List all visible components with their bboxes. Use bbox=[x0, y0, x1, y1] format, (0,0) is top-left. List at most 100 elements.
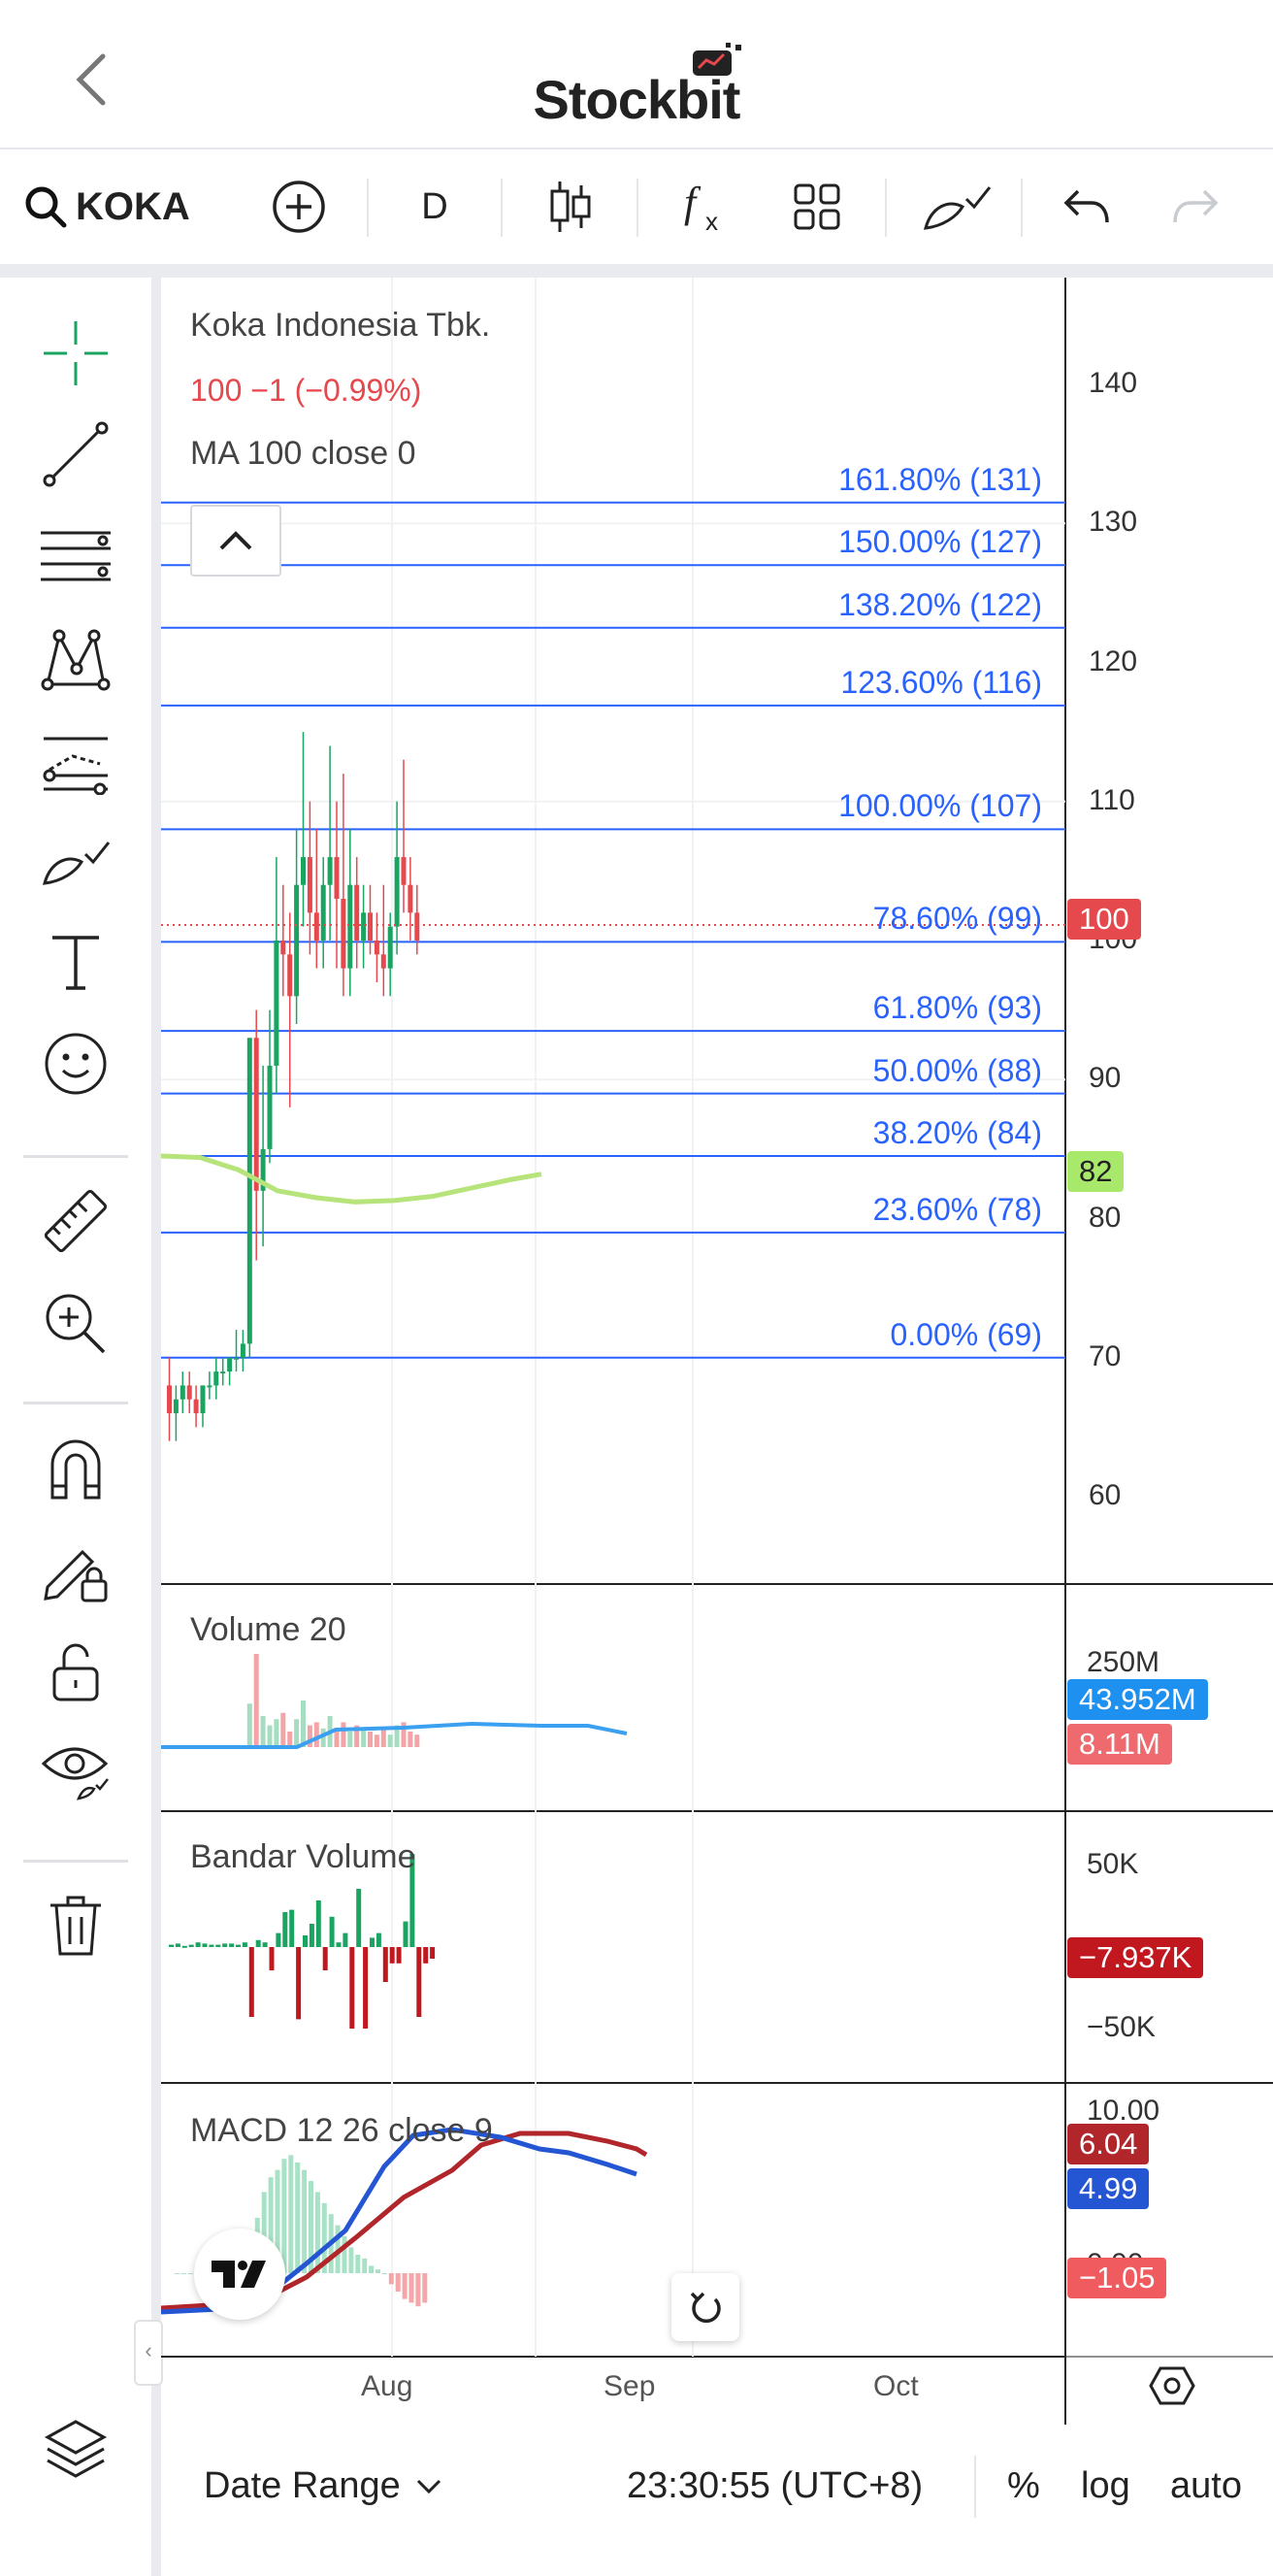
unlock-button[interactable] bbox=[35, 1631, 116, 1712]
percent-toggle[interactable]: % bbox=[1007, 2465, 1040, 2506]
brush-icon bbox=[42, 842, 111, 885]
bandar-bar bbox=[181, 1945, 187, 1948]
chart-canvas[interactable] bbox=[160, 278, 1273, 2425]
compare-symbol-button[interactable] bbox=[264, 149, 334, 264]
layout-button[interactable] bbox=[782, 149, 852, 264]
fib-level-label: 78.60% (99) bbox=[872, 901, 1042, 937]
bandar-bar bbox=[222, 1943, 228, 1947]
text-tool-button[interactable] bbox=[35, 922, 116, 1004]
pencil-lock-icon bbox=[44, 1549, 108, 1602]
ruler-icon bbox=[44, 1189, 108, 1253]
delete-drawings-button[interactable] bbox=[35, 1885, 116, 1966]
candle-body bbox=[200, 1385, 206, 1414]
candle-body bbox=[180, 1385, 185, 1400]
brush-check-icon bbox=[923, 186, 992, 230]
candle-body bbox=[401, 857, 407, 885]
bandar-bar bbox=[309, 1924, 314, 1947]
auto-toggle[interactable]: auto bbox=[1170, 2465, 1242, 2506]
candlestick-icon bbox=[550, 182, 591, 232]
bandar-bar bbox=[336, 1942, 342, 1947]
prediction-tool-button[interactable] bbox=[35, 720, 116, 802]
bandar-bar bbox=[375, 1932, 381, 1947]
bandar-bar bbox=[416, 1947, 422, 2017]
macd-hist-bar bbox=[369, 2265, 375, 2273]
volume-bar bbox=[260, 1716, 266, 1747]
back-button[interactable] bbox=[70, 50, 113, 109]
macd-hist-bar bbox=[302, 2169, 308, 2273]
fib-tool-button[interactable] bbox=[35, 516, 116, 598]
bandar-bar bbox=[356, 1889, 362, 1947]
magnet-icon bbox=[50, 1439, 101, 1500]
price-axis-label: 120 bbox=[1089, 644, 1138, 677]
trendline-tool-button[interactable] bbox=[35, 413, 116, 495]
candle-body bbox=[374, 941, 379, 955]
candle-body bbox=[294, 884, 300, 997]
crosshair-icon bbox=[44, 321, 108, 385]
emoji-tool-button[interactable] bbox=[35, 1023, 116, 1105]
clock-display[interactable]: 23:30:55 (UTC+8) bbox=[627, 2465, 924, 2506]
macd-signal-tag: 6.04 bbox=[1067, 2124, 1150, 2164]
tradingview-logo[interactable] bbox=[194, 2229, 285, 2320]
unlock-icon bbox=[52, 1643, 99, 1701]
volume-bar bbox=[287, 1732, 293, 1747]
brush-tool-button[interactable] bbox=[35, 821, 116, 903]
reset-icon bbox=[690, 2292, 721, 2324]
fib-retracement-icon bbox=[41, 531, 111, 581]
volume-axis-top: 250M bbox=[1087, 1646, 1160, 1678]
last-price-tag: 100 bbox=[1067, 899, 1141, 940]
chart-settings-button[interactable] bbox=[1149, 2364, 1195, 2412]
redo-button[interactable] bbox=[1160, 149, 1230, 264]
fib-level-label: 161.80% (131) bbox=[838, 461, 1042, 497]
ma-line bbox=[160, 1153, 542, 1205]
plus-circle-icon bbox=[273, 181, 325, 233]
legend-ma: MA 100 close 0 bbox=[190, 435, 416, 472]
candle-body bbox=[327, 857, 333, 885]
object-tree-button[interactable] bbox=[35, 2409, 116, 2491]
macd-hist-bar bbox=[415, 2273, 421, 2307]
price-axis-label: 110 bbox=[1089, 783, 1135, 816]
bandar-title: Bandar Volume bbox=[190, 1838, 416, 1875]
volume-ma-tag: 43.952M bbox=[1067, 1679, 1208, 1720]
date-range-button[interactable]: Date Range bbox=[204, 2465, 443, 2507]
macd-line-tag: 4.99 bbox=[1067, 2168, 1150, 2209]
pattern-tool-button[interactable] bbox=[35, 619, 116, 701]
visibility-button[interactable] bbox=[35, 1730, 116, 1811]
symbol-search-button[interactable]: KOKA bbox=[23, 149, 217, 264]
bandar-bar bbox=[195, 1942, 201, 1947]
chart-type-button[interactable] bbox=[536, 149, 605, 264]
undo-icon bbox=[1063, 189, 1109, 223]
candle-body bbox=[234, 1357, 239, 1360]
chart-area[interactable]: Koka Indonesia Tbk. 100 −1 (−0.99%) MA 1… bbox=[160, 278, 1273, 2425]
candle-body bbox=[207, 1385, 212, 1388]
candle-body bbox=[408, 884, 413, 913]
legend-collapse-button[interactable] bbox=[190, 505, 281, 577]
drawing-toggle-button[interactable] bbox=[918, 149, 996, 264]
chevron-up-icon bbox=[219, 531, 252, 550]
reset-chart-button[interactable] bbox=[671, 2273, 739, 2341]
macd-hist-bar bbox=[295, 2163, 301, 2273]
bandar-bar bbox=[423, 1947, 429, 1964]
zoom-tool-button[interactable] bbox=[35, 1283, 116, 1365]
bandar-bar bbox=[289, 1909, 295, 1947]
lock-drawings-button[interactable] bbox=[35, 1530, 116, 1611]
bandar-bar bbox=[396, 1947, 402, 1964]
bandar-bar bbox=[389, 1947, 395, 1964]
text-icon bbox=[52, 936, 99, 990]
volume-title: Volume 20 bbox=[190, 1611, 346, 1648]
candle-body bbox=[380, 954, 386, 969]
measure-tool-button[interactable] bbox=[35, 1180, 116, 1262]
price-axis-label: 80 bbox=[1089, 1201, 1122, 1234]
candle-body bbox=[341, 899, 346, 969]
macd-hist-bar bbox=[281, 2159, 287, 2273]
interval-button[interactable]: D bbox=[421, 185, 448, 227]
crosshair-tool-button[interactable] bbox=[35, 313, 116, 394]
candle-body bbox=[227, 1357, 233, 1372]
magnet-tool-button[interactable] bbox=[35, 1429, 116, 1510]
log-toggle[interactable]: log bbox=[1081, 2465, 1130, 2506]
sidebar-collapse-handle[interactable]: ‹ bbox=[134, 2320, 163, 2386]
candle-body bbox=[347, 884, 353, 969]
macd-hist-bar bbox=[388, 2273, 394, 2285]
macd-hist-bar bbox=[275, 2169, 280, 2273]
undo-button[interactable] bbox=[1052, 149, 1122, 264]
